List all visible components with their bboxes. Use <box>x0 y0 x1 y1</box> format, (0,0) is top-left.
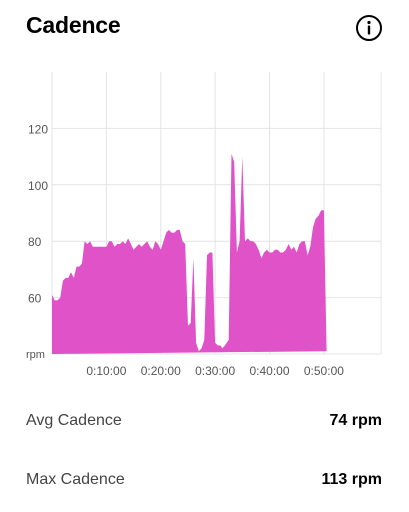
cadence-chart: 60 80 100 120 rpm 0:10:00 0:20:00 0:30:00 0:40:0… <box>0 60 409 390</box>
avg-cadence-value: 74 rpm <box>329 412 382 429</box>
max-cadence-row: Max Cadence 113 rpm <box>26 471 382 501</box>
x-tick-label: 0:20:00 <box>141 364 181 378</box>
header: Cadence <box>0 0 409 60</box>
max-cadence-label: Max Cadence <box>26 471 125 488</box>
x-tick-label: 0:50:00 <box>304 364 344 378</box>
avg-cadence-label: Avg Cadence <box>26 412 122 429</box>
info-icon <box>356 15 382 41</box>
max-cadence-value: 113 rpm <box>321 471 382 488</box>
cadence-area-series <box>52 153 327 354</box>
y-tick-label: 80 <box>28 235 42 249</box>
x-tick-label: 0:40:00 <box>249 364 289 378</box>
y-tick-label: 120 <box>28 122 48 136</box>
y-tick-label: 100 <box>28 179 48 193</box>
x-tick-label: 0:10:00 <box>86 364 126 378</box>
cadence-chart-svg: 60 80 100 120 rpm 0:10:00 0:20:00 0:30:00 0:40:0… <box>26 72 382 378</box>
info-button[interactable] <box>355 14 383 42</box>
y-tick-label: 60 <box>28 292 42 306</box>
page-title: Cadence <box>26 12 121 38</box>
y-unit-label: rpm <box>26 349 45 361</box>
x-tick-label: 0:30:00 <box>195 364 235 378</box>
avg-cadence-row: Avg Cadence 74 rpm <box>26 412 382 442</box>
